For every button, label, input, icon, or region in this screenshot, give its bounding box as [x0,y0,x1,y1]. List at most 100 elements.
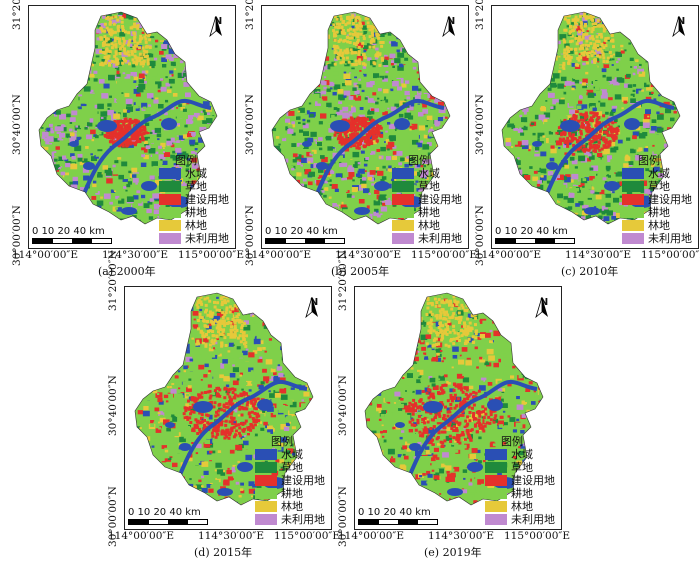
land-patch [49,65,52,67]
land-patch [202,122,208,127]
land-patch [54,134,60,139]
land-patch [274,44,278,47]
land-patch [547,171,554,176]
forest-patch [141,46,145,50]
land-patch [100,116,104,119]
urban-patch [124,130,128,134]
land-patch [169,75,172,77]
land-patch [349,60,354,63]
legend-item: 草地 [159,180,229,193]
land-patch [589,167,594,171]
land-patch [73,31,78,36]
land-patch [154,45,158,48]
land-patch [311,201,318,207]
land-patch [550,82,557,88]
land-patch [155,17,159,21]
land-patch [405,80,410,84]
land-patch [509,96,513,99]
land-patch [645,168,650,172]
forest-patch [357,16,361,19]
land-patch [63,22,68,26]
land-patch [302,50,310,57]
land-patch [68,218,75,224]
forest-patch [114,52,118,56]
land-patch [435,33,441,38]
land-patch [667,60,670,63]
land-patch [78,93,83,97]
land-patch [672,61,677,65]
land-patch [503,44,506,47]
forest-patch [135,44,139,48]
land-patch [137,224,140,227]
land-patch [585,143,589,146]
forest-patch [103,22,107,26]
land-patch [539,175,547,181]
land-patch [65,60,70,65]
land-patch [41,74,45,78]
land-patch [101,218,108,224]
land-patch [660,73,667,79]
land-patch [354,90,360,95]
urban-patch [123,129,127,133]
land-patch [367,98,374,103]
land-patch [44,207,48,210]
land-patch [194,142,199,145]
land-patch [642,132,648,137]
land-patch [44,137,49,142]
land-patch [286,69,293,74]
urban-patch [360,123,364,127]
longitude-label: 115°00′00″E [178,249,244,261]
land-patch [272,26,277,31]
land-patch [656,67,660,70]
land-patch [133,17,140,23]
land-patch [301,214,305,218]
land-patch [664,31,670,37]
land-patch [425,184,428,187]
land-patch [385,191,391,196]
urban-patch [362,121,366,125]
land-patch [506,206,511,210]
land-patch [444,144,449,147]
land-patch [59,181,63,184]
land-patch [304,169,312,175]
urban-patch [130,133,134,137]
land-patch [307,200,310,203]
land-patch [76,219,80,222]
land-patch [50,130,55,134]
land-patch [272,107,277,113]
land-patch [563,85,566,87]
land-patch [292,159,297,163]
land-patch [176,140,180,143]
land-patch [543,35,549,41]
land-patch [529,52,534,56]
forest-patch [370,27,374,31]
land-patch [511,69,516,73]
lake [161,118,177,130]
land-patch [413,97,416,100]
legend-label: 建设用地 [185,193,229,206]
land-patch [80,123,86,128]
urban-patch [353,126,356,130]
north-label: N [213,16,223,27]
forest-patch [107,43,111,47]
land-patch [421,103,427,108]
land-patch [299,129,304,133]
land-patch [117,58,124,64]
land-patch [346,113,353,118]
land-patch [621,20,624,22]
land-patch [638,164,642,167]
land-patch [57,135,64,141]
land-patch [516,95,520,98]
forest-patch [370,39,373,43]
land-patch [71,35,75,38]
land-patch [302,118,306,122]
urban-patch [340,142,344,146]
land-patch [184,25,190,30]
land-patch [82,57,88,63]
land-patch [55,12,58,13]
land-patch [58,187,62,190]
land-patch [40,152,43,155]
land-patch [343,95,347,98]
land-patch [283,193,287,196]
land-patch [39,57,42,61]
